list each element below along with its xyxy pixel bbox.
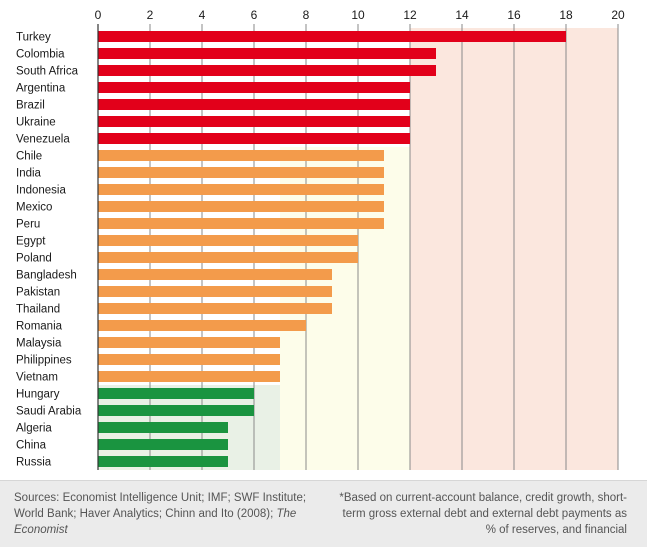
category-label: Venezuela [16,134,70,146]
bar-brazil [98,99,410,110]
bar-poland [98,252,358,263]
category-label: China [16,440,47,452]
sources-publication: The Economist [14,508,297,536]
bar-chart: 0 2 4 6 8 10 12 14 16 18 20 Turkey Colombia South Afr… [16,8,625,470]
category-label: Saudi Arabia [16,406,82,418]
category-label: Pakistan [16,287,60,299]
sources-text: Sources: Economist Intelligence Unit; IM… [14,492,307,520]
chart-footer: Sources: Economist Intelligence Unit; IM… [0,480,647,547]
category-label: Russia [16,457,52,469]
x-tick-label-14: 14 [455,8,469,22]
category-label: Vietnam [16,372,58,384]
bar-india [98,167,384,178]
bar-russia [98,456,228,467]
x-tick-label-16: 16 [507,8,521,22]
bar-hungary [98,388,254,399]
bar-china [98,439,228,450]
bar-indonesia [98,184,384,195]
category-label: Thailand [16,304,60,316]
category-label: Argentina [16,83,66,95]
x-tick-label-12: 12 [403,8,417,22]
x-tick-label-8: 8 [303,8,310,22]
bar-argentina [98,82,410,93]
category-label: Turkey [16,32,51,44]
category-label: Chile [16,151,42,163]
category-label: Indonesia [16,185,66,197]
x-tick-label-4: 4 [199,8,206,22]
bar-colombia [98,48,436,59]
footnote: *Based on current-account balance, credi… [339,492,627,536]
bar-philippines [98,354,280,365]
sources-note: Sources: Economist Intelligence Unit; IM… [14,490,314,538]
category-label: South Africa [16,66,79,78]
bar-chile [98,150,384,161]
bar-south-africa [98,65,436,76]
bar-malaysia [98,337,280,348]
x-tick-label-6: 6 [251,8,258,22]
x-tick-label-2: 2 [147,8,154,22]
x-tick-label-18: 18 [559,8,573,22]
bar-pakistan [98,286,332,297]
x-tick-label-0: 0 [95,8,102,22]
category-label: Egypt [16,236,46,248]
category-label: Algeria [16,423,52,435]
category-label: Malaysia [16,338,62,350]
category-label: Mexico [16,202,52,214]
bar-egypt [98,235,358,246]
bar-mexico [98,201,384,212]
chart-area: 0 2 4 6 8 10 12 14 16 18 20 Turkey Colombia South Afr… [16,8,625,470]
bar-peru [98,218,384,229]
category-label: India [16,168,42,180]
bar-thailand [98,303,332,314]
category-label: Bangladesh [16,270,77,282]
bar-venezuela [98,133,410,144]
bar-turkey [98,31,566,42]
x-tick-label-20: 20 [611,8,625,22]
bar-ukraine [98,116,410,127]
x-tick-label-10: 10 [351,8,365,22]
bar-saudi-arabia [98,405,254,416]
category-label: Peru [16,219,40,231]
bar-algeria [98,422,228,433]
bar-bangladesh [98,269,332,280]
category-label: Hungary [16,389,60,401]
category-label: Ukraine [16,117,56,129]
category-label: Romania [16,321,63,333]
bar-romania [98,320,306,331]
bar-vietnam [98,371,280,382]
category-label: Brazil [16,100,45,112]
category-label: Philippines [16,355,72,367]
category-label: Poland [16,253,52,265]
category-label: Colombia [16,49,65,61]
